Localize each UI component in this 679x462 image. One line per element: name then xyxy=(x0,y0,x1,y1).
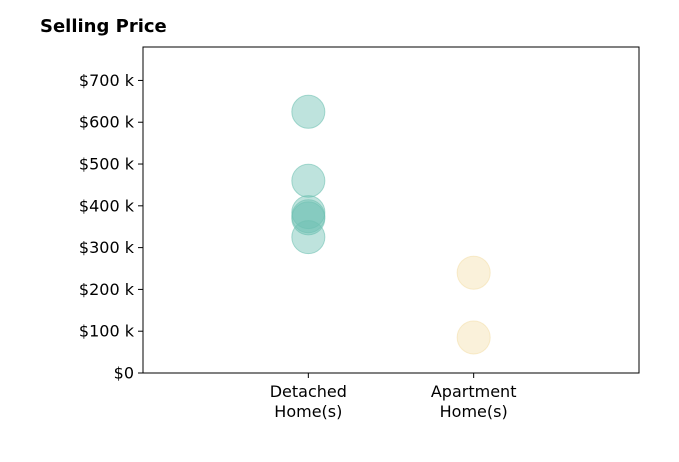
data-point-0-4 xyxy=(291,201,326,236)
y-tick-label-2: $200 k xyxy=(79,280,135,299)
y-tick-label-0: $0 xyxy=(114,364,134,383)
x-tick-label-0: Detached Home(s) xyxy=(270,382,347,421)
data-point-1-0 xyxy=(456,255,491,290)
x-tick-label-1: Apartment Home(s) xyxy=(431,382,517,421)
y-tick-label-6: $600 k xyxy=(79,113,135,132)
y-tick-label-4: $400 k xyxy=(79,196,135,215)
chart-title: Selling Price xyxy=(40,16,167,37)
y-tick-label-7: $700 k xyxy=(79,71,135,90)
y-tick-label-3: $300 k xyxy=(79,238,135,257)
y-axis: $0 $100 k $200 k $300 k $400 k $500 k $600 k $7… xyxy=(79,71,143,383)
points-layer xyxy=(291,94,491,355)
data-point-0-0 xyxy=(291,94,326,129)
data-point-1-1 xyxy=(456,320,491,355)
y-tick-label-1: $100 k xyxy=(79,322,135,341)
data-point-0-1 xyxy=(291,163,326,198)
y-tick-label-5: $500 k xyxy=(79,155,135,174)
data-point-0-5 xyxy=(291,220,326,255)
plot-frame xyxy=(142,46,640,374)
x-axis: Detached Home(s) Apartment Home(s) xyxy=(270,373,517,421)
